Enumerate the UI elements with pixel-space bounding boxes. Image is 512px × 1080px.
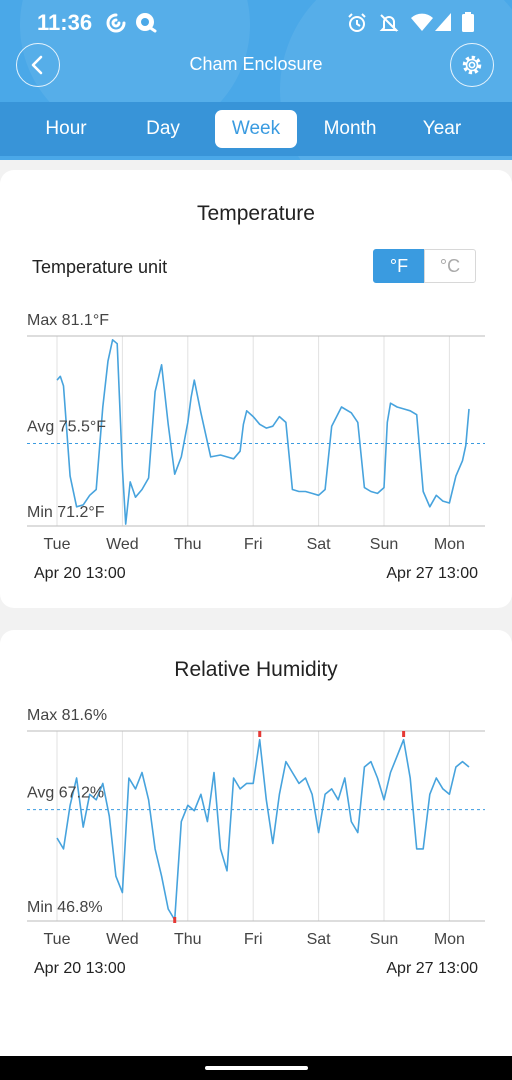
settings-button[interactable] [450,43,494,87]
page-title: Cham Enclosure [189,54,323,74]
status-time: 11:36 [37,10,93,35]
x-tick-label: Wed [106,536,139,553]
start-date-label: Apr 20 13:00 [34,960,126,977]
sync-icon [106,13,126,33]
chevron-left-icon [31,55,43,75]
home-indicator[interactable] [205,1066,308,1070]
temperature-title: Temperature [197,202,315,225]
min-label: Min 46.8% [27,899,103,916]
alarm-icon [348,13,366,32]
tab-year[interactable]: Year [422,118,462,139]
temperature-unit-label: Temperature unit [32,257,168,277]
app-icon [136,13,157,33]
max-label: Max 81.6% [27,707,107,724]
x-tick-label: Fri [244,931,263,948]
temperature-chart: Max 81.1°F Avg 75.5°F Min 71.2°F Tue Wed Thu F… [27,312,485,582]
x-tick-label: Sat [307,931,332,948]
humidity-card: Relative Humidity [0,630,512,1056]
x-tick-label: Mon [434,931,465,948]
x-tick-label: Thu [174,536,202,553]
x-tick-label: Mon [434,536,465,553]
period-tabs: Hour Day Week Month Year [0,102,512,156]
data-series-line [56,338,470,525]
start-date-label: Apr 20 13:00 [34,565,126,582]
x-tick-label: Thu [174,931,202,948]
x-tick-label: Sun [370,931,398,948]
x-tick-label: Sat [307,536,332,553]
end-date-label: Apr 27 13:00 [386,960,478,977]
back-button[interactable] [16,43,60,87]
avg-label: Avg 75.5°F [27,418,106,435]
temperature-card: Temperature Temperature unit °F °C [0,170,512,608]
unit-fahrenheit-button[interactable]: °F [373,249,425,283]
x-tick-label: Tue [44,536,71,553]
data-series-line [56,738,470,921]
app-header: Cham Enclosure [0,40,512,96]
humidity-title: Relative Humidity [174,658,338,681]
alert-marker [258,731,262,737]
avg-label: Avg 67.2% [27,785,104,802]
gear-icon [462,55,482,75]
x-tick-label: Wed [106,931,139,948]
alert-marker [402,731,406,737]
x-tick-label: Tue [44,931,71,948]
humidity-chart: Max 81.6% Avg 67.2% Min 46.8% Tue Wed Thu Fri S… [27,707,485,977]
bell-off-icon [379,14,399,32]
x-tick-label: Sun [370,536,398,553]
tab-month[interactable]: Month [323,118,377,139]
x-tick-label: Fri [244,536,263,553]
end-date-label: Apr 27 13:00 [386,565,478,582]
tab-week[interactable]: Week [215,110,297,148]
min-label: Min 71.2°F [27,504,105,521]
alert-marker [173,917,177,923]
signal-icon [435,13,451,31]
unit-celsius-button[interactable]: °C [424,249,476,283]
status-bar: 11:36 [0,0,512,44]
tab-hour[interactable]: Hour [45,118,87,139]
battery-icon [462,12,474,32]
tab-day[interactable]: Day [146,118,180,139]
wifi-icon [411,13,433,31]
max-label: Max 81.1°F [27,312,109,329]
